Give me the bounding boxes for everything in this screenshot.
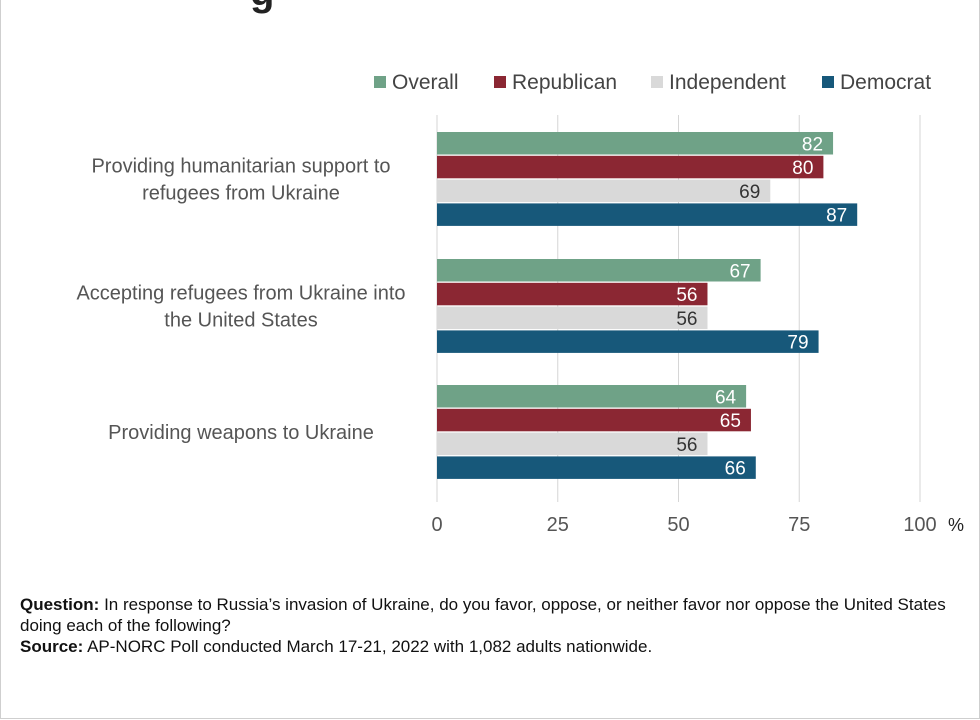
x-tick-label-75: 75 (788, 514, 810, 536)
data-label-overall-1: 67 (729, 261, 750, 282)
bar-independent-1 (437, 306, 708, 330)
category-label-line: Providing weapons to Ukraine (108, 422, 374, 444)
chart-notes: Question: In response to Russia’s invasi… (20, 594, 960, 657)
legend-label-overall: Overall (392, 71, 459, 94)
data-label-democrat-2: 66 (725, 459, 746, 480)
legend-label-independent: Independent (669, 71, 786, 94)
x-tick-label-100: 100 (903, 514, 936, 536)
x-axis: 0 25 50 75 100% (431, 514, 964, 536)
legend-swatch-democrat (822, 76, 834, 88)
category-label-2: Providing weapons to Ukraine (108, 422, 374, 444)
chart-legend: Overall Republican Independent Democrat (374, 71, 931, 94)
bar-republican-1 (437, 282, 708, 306)
legend-swatch-independent (651, 76, 663, 88)
data-label-republican-2: 65 (720, 411, 741, 432)
bar-democrat-0 (437, 203, 858, 226)
question-label: Question: (20, 595, 100, 614)
category-label-line: refugees from Ukraine (142, 182, 340, 204)
x-tick-label-0: 0 (431, 514, 442, 536)
data-label-independent-1: 56 (676, 309, 697, 330)
category-label-line: Accepting refugees from Ukraine into (76, 282, 405, 304)
bar-overall-1 (437, 259, 761, 282)
legend-swatch-overall (374, 76, 386, 88)
source-text: AP-NORC Poll conducted March 17-21, 2022… (83, 637, 653, 656)
bar-overall-2 (437, 385, 747, 408)
data-label-republican-1: 56 (676, 285, 697, 306)
bar-democrat-1 (437, 330, 819, 353)
source-note: Source: AP-NORC Poll conducted March 17-… (20, 636, 960, 657)
chart-title-fragment: g (250, 0, 274, 15)
bar-independent-0 (437, 179, 771, 203)
bar-democrat-2 (437, 456, 756, 479)
category-label-line: the United States (164, 309, 317, 331)
data-label-overall-2: 64 (715, 387, 737, 408)
x-tick-label-25: 25 (547, 514, 569, 536)
data-label-democrat-0: 87 (826, 206, 847, 227)
bar-overall-0 (437, 132, 834, 155)
category-label-1: Accepting refugees from Ukraine into the … (76, 282, 405, 331)
data-label-overall-0: 82 (802, 134, 823, 155)
category-label-line: Providing humanitarian support to (91, 155, 390, 177)
bar-republican-2 (437, 408, 751, 432)
question-text: In response to Russia’s invasion of Ukra… (20, 595, 946, 635)
bar-chart: Overall Republican Independent Democrat 828… (76, 71, 964, 536)
data-label-democrat-1: 79 (787, 333, 808, 354)
question-note: Question: In response to Russia’s invasi… (20, 594, 960, 636)
data-label-independent-2: 56 (676, 435, 697, 456)
legend-label-democrat: Democrat (840, 71, 931, 94)
bar-independent-2 (437, 432, 708, 456)
legend-swatch-republican (494, 76, 506, 88)
category-label-0: Providing humanitarian support to refugee… (91, 155, 390, 204)
x-unit-label: % (948, 515, 964, 535)
x-tick-label-50: 50 (667, 514, 689, 536)
data-label-republican-0: 80 (792, 158, 813, 179)
category-labels: Providing humanitarian support to refugee… (76, 155, 405, 444)
chart-bars: 82 80 69 87 67 56 56 79 64 65 56 66 (437, 132, 858, 480)
data-label-independent-0: 69 (739, 182, 760, 203)
bar-republican-0 (437, 155, 824, 179)
source-label: Source: (20, 637, 84, 656)
legend-label-republican: Republican (512, 71, 617, 94)
